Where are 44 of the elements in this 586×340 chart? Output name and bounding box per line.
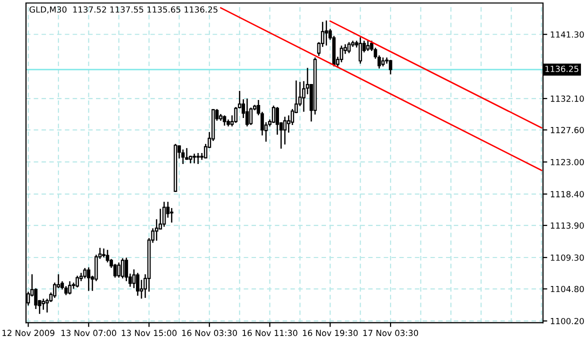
x-tick-label: 16 Nov 03:30: [182, 330, 237, 336]
y-tick-label: 1109.30: [550, 254, 584, 261]
candlestick: [192, 154, 196, 164]
y-tick-label: 1113.90: [550, 222, 584, 229]
y-tick-label: 1132.10: [550, 96, 584, 102]
candlestick: [324, 20, 328, 46]
y-tick-label: 1104.80: [550, 286, 584, 292]
x-tick-label: 16 Nov 11:30: [242, 330, 298, 336]
candlestick: [181, 150, 185, 164]
candlestick: [154, 219, 158, 241]
candlestick: [162, 202, 166, 227]
candlestick: [120, 258, 124, 278]
y-tick-label: 1118.40: [550, 191, 584, 198]
candlestick: [222, 115, 226, 126]
candlestick: [366, 40, 370, 52]
candlestick: [276, 106, 280, 135]
candlestick: [358, 37, 362, 64]
candlestick: [76, 276, 80, 288]
candlestick: [83, 268, 87, 278]
candlestick: [347, 42, 351, 54]
candlestick: [196, 152, 200, 164]
candlestick: [245, 98, 249, 126]
candlestick: [170, 208, 174, 223]
candlestick: [68, 281, 72, 294]
candlestick: [132, 269, 136, 288]
candlestick: [388, 60, 392, 74]
x-tick-label: 17 Nov 03:30: [363, 330, 418, 336]
y-tick-label: 1123.00: [550, 158, 584, 166]
y-tick-label: 1127.60: [550, 126, 584, 134]
ref-line-label: 1136.25: [545, 66, 578, 72]
x-tick-label: 12 Nov 2009: [2, 330, 54, 336]
candlestick: [42, 298, 46, 310]
candlestick: [117, 262, 121, 278]
y-tick-label: 1100.20: [550, 318, 584, 324]
x-tick-label: 13 Nov 15:00: [122, 330, 177, 336]
candlestick: [234, 106, 238, 123]
candlestick: [136, 272, 140, 296]
candlestick: [283, 116, 287, 144]
candlestick: [185, 148, 188, 160]
chart-title: GLD,M30 1137.52 1137.55 1135.65 1136.25: [30, 6, 218, 14]
y-tick-label: 1141.30: [550, 31, 584, 38]
candlestick: [86, 267, 90, 291]
x-tick-label: 16 Nov 19:30: [302, 330, 358, 336]
x-tick-label: 13 Nov 07:00: [61, 330, 116, 336]
